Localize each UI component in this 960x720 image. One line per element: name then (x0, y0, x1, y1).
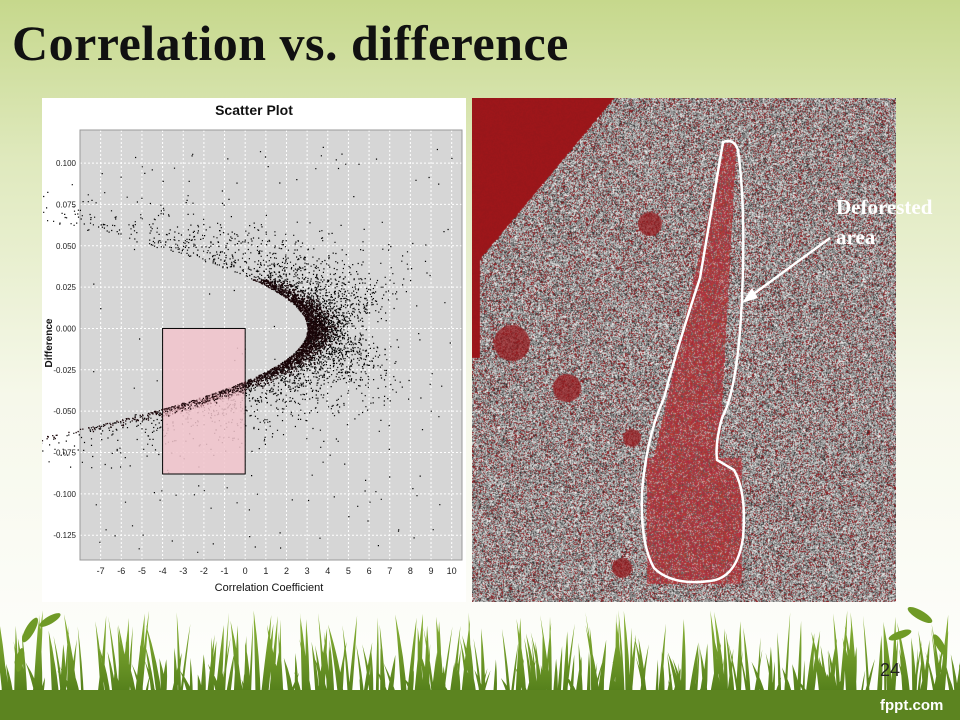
deforested-area-outline (640, 139, 746, 584)
y-tick-label: -0.075 (53, 449, 76, 458)
annotation-line-2: area (836, 225, 876, 249)
x-tick-label: 7 (387, 566, 392, 576)
deforestation-map (472, 98, 896, 602)
x-tick-label: 2 (284, 566, 289, 576)
page-number: 24 (880, 660, 901, 680)
x-axis-label: Correlation Coefficient (215, 582, 324, 594)
x-tick-label: -1 (221, 566, 229, 576)
x-tick-label: 8 (408, 566, 413, 576)
difference-image (472, 98, 896, 602)
scatter-plot: 0.100 0.075 0.050 0.025 0.000 -0.025 -0.050 -0.… (42, 98, 466, 602)
grid-lines (79, 129, 463, 561)
leaf-shape (15, 648, 25, 672)
y-tick-label: -0.050 (53, 407, 76, 416)
x-tick-label: -5 (138, 566, 146, 576)
x-tick-label: -7 (97, 566, 105, 576)
annotation-arrow-line (747, 236, 831, 300)
x-tick-label: 9 (429, 566, 434, 576)
y-tick-label: 0.100 (56, 159, 77, 168)
ground-strip (0, 690, 960, 720)
scatter-plot-panel: 0.100 0.075 0.050 0.025 0.000 -0.025 -0.050 -0.… (42, 98, 466, 602)
y-axis-label: Difference (44, 318, 55, 367)
x-tick-label: 6 (367, 566, 372, 576)
y-tick-label: 0.050 (56, 242, 77, 251)
grass-decoration (0, 606, 960, 720)
map-overlay (640, 139, 831, 584)
x-tick-label: -6 (117, 566, 125, 576)
y-tick-label: -0.100 (53, 490, 76, 499)
x-tick-label: -4 (159, 566, 167, 576)
x-tick-labels: -7 -6 -5 -4 -3 -2 -1 0 1 2 3 4 5 6 7 8 9 10 (97, 566, 457, 576)
selected-points (162, 381, 247, 417)
y-tick-label: 0.075 (56, 200, 77, 209)
leaf-shape (888, 629, 912, 641)
y-tick-label: 0.025 (56, 283, 77, 292)
x-tick-label: 5 (346, 566, 351, 576)
leaf-shape (933, 634, 947, 656)
x-tick-label: -3 (179, 566, 187, 576)
y-tick-labels: 0.100 0.075 0.050 0.025 0.000 -0.025 -0.050 -0.… (53, 159, 76, 540)
leaf-shape (907, 606, 933, 624)
annotation-line-1: Deforested (836, 195, 933, 219)
x-tick-label: -2 (200, 566, 208, 576)
x-tick-label: 1 (263, 566, 268, 576)
slide-title: Correlation vs. difference (12, 15, 569, 71)
x-tick-label: 3 (305, 566, 310, 576)
x-tick-label: 0 (243, 566, 248, 576)
leaf-shape (39, 613, 61, 627)
dense-point-band (42, 278, 341, 442)
y-tick-label: 0.000 (56, 324, 77, 333)
y-tick-label: -0.025 (53, 366, 76, 375)
x-tick-label: 4 (325, 566, 330, 576)
plot-area (80, 130, 462, 560)
leaf-shape (21, 617, 39, 643)
grass-blade-shapes (0, 610, 960, 700)
chart-title: Scatter Plot (215, 102, 293, 118)
x-tick-label: 10 (447, 566, 457, 576)
annotation-arrow-head (742, 288, 758, 303)
deforested-annotation: Deforested area (836, 192, 932, 252)
selection-box (162, 327, 246, 475)
grass-blades (0, 606, 960, 700)
y-tick-label: -0.125 (53, 531, 76, 540)
brand-label: fppt.com (880, 697, 944, 714)
